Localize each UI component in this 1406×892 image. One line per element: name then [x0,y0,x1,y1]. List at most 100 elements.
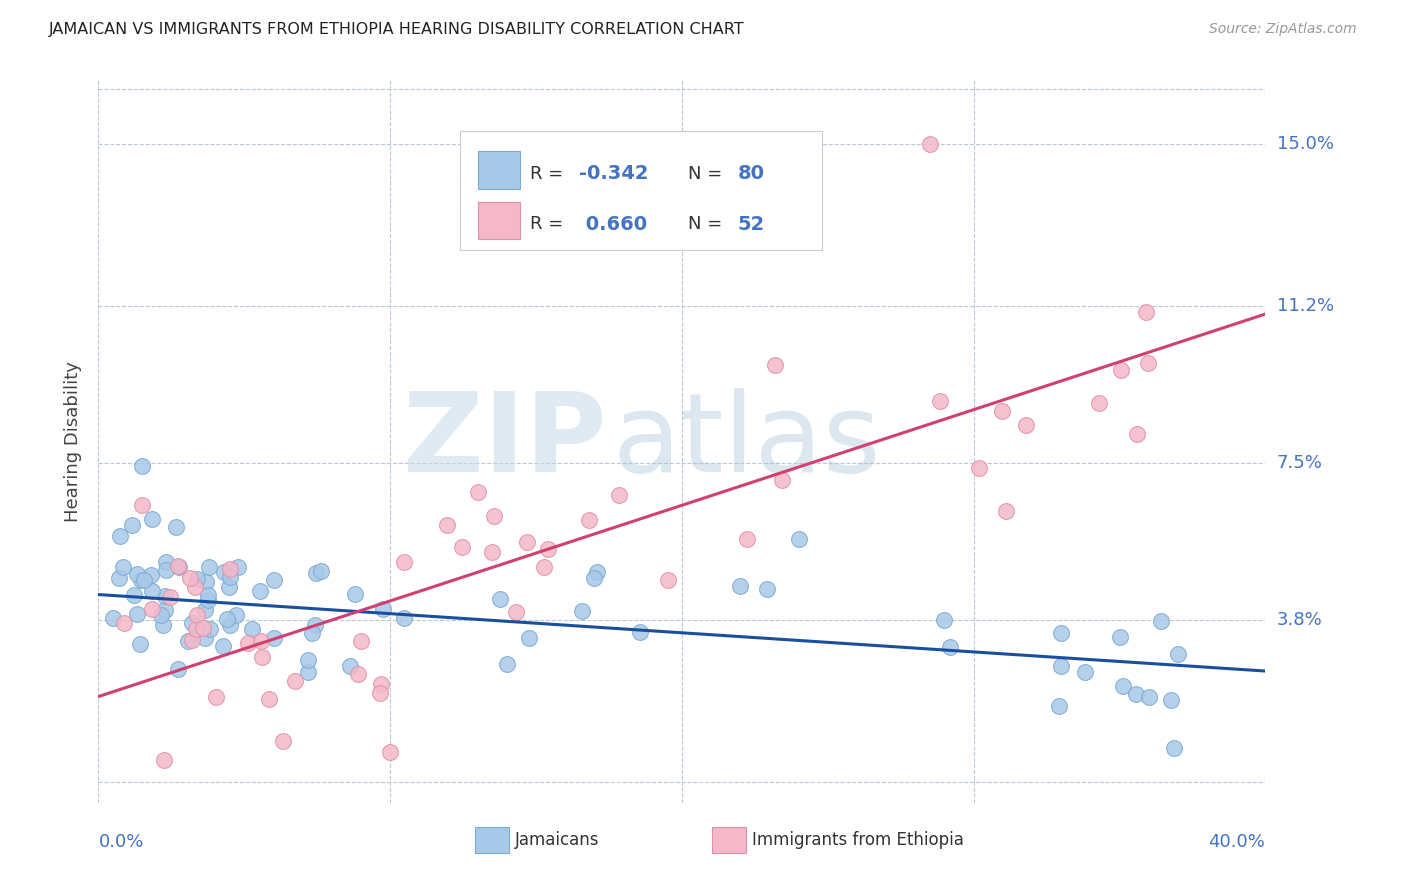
Point [125,566,148,581]
Point [994,504,1017,518]
Point [1125,687,1147,701]
Text: 40.0%: 40.0% [1209,833,1265,851]
Point [537,542,560,557]
FancyBboxPatch shape [460,131,823,250]
Point [165,519,187,533]
Point [155,563,177,577]
Point [205,690,228,704]
Point [219,618,242,632]
Point [1015,418,1038,433]
Point [350,633,373,648]
Point [180,633,202,648]
Point [436,517,458,532]
Point [153,589,176,603]
Point [301,626,323,640]
Text: 15.0%: 15.0% [1277,135,1333,153]
Point [467,484,489,499]
Point [451,540,474,554]
Point [1108,630,1130,644]
Point [394,555,416,569]
Point [153,602,176,616]
Point [127,607,149,621]
Point [969,461,991,475]
Point [218,562,240,576]
Point [177,634,200,648]
Point [657,574,679,588]
Point [309,564,332,578]
Point [1167,647,1189,661]
Point [482,508,505,523]
Point [194,602,217,616]
Text: 7.5%: 7.5% [1277,454,1323,472]
Point [481,545,503,559]
Point [257,692,280,706]
Text: JAMAICAN VS IMMIGRANTS FROM ETHIOPIA HEARING DISABILITY CORRELATION CHART: JAMAICAN VS IMMIGRANTS FROM ETHIOPIA HEA… [49,22,745,37]
Point [1137,690,1160,704]
Point [263,631,285,645]
Point [149,607,172,622]
Point [131,459,153,474]
Point [1047,699,1070,714]
Point [297,665,319,679]
Point [131,498,153,512]
Point [763,358,786,372]
Point [1160,692,1182,706]
Point [271,734,294,748]
Point [1050,625,1073,640]
Point [343,587,366,601]
Point [228,559,250,574]
Point [339,659,361,673]
Point [586,565,609,579]
Text: atlas: atlas [612,388,880,495]
Point [918,136,941,151]
Point [186,622,208,636]
FancyBboxPatch shape [478,152,520,189]
Point [153,753,176,767]
Point [107,571,129,585]
Point [219,570,242,584]
Point [134,574,156,588]
Y-axis label: Hearing Disability: Hearing Disability [63,361,82,522]
Point [101,611,124,625]
Point [180,615,202,630]
Point [609,488,631,502]
Point [730,579,752,593]
Point [756,582,779,597]
Text: 3.8%: 3.8% [1277,611,1322,629]
FancyBboxPatch shape [475,828,509,854]
Point [392,611,415,625]
Point [141,583,163,598]
Point [197,588,219,602]
Point [167,560,190,574]
Point [159,590,181,604]
Point [928,394,950,409]
Point [212,639,235,653]
Point [167,558,190,573]
Text: -0.342: -0.342 [579,164,648,183]
Point [305,566,328,580]
Point [167,662,190,676]
Point [179,571,201,585]
Point [571,604,593,618]
Text: Jamaicans: Jamaicans [515,831,599,849]
Point [225,607,247,622]
Point [505,605,527,619]
FancyBboxPatch shape [713,828,747,854]
Point [373,601,395,615]
Text: N =: N = [688,215,728,233]
Text: R =: R = [530,165,569,183]
Point [735,532,758,546]
Text: 0.0%: 0.0% [98,833,143,851]
Text: 11.2%: 11.2% [1277,296,1334,315]
Text: 80: 80 [738,164,765,183]
Text: Source: ZipAtlas.com: Source: ZipAtlas.com [1209,22,1357,37]
Point [488,592,510,607]
Point [215,612,238,626]
Point [1150,614,1173,628]
Point [240,623,263,637]
Point [939,640,962,654]
Point [124,588,146,602]
Point [370,677,392,691]
Point [112,616,135,631]
Point [787,533,810,547]
